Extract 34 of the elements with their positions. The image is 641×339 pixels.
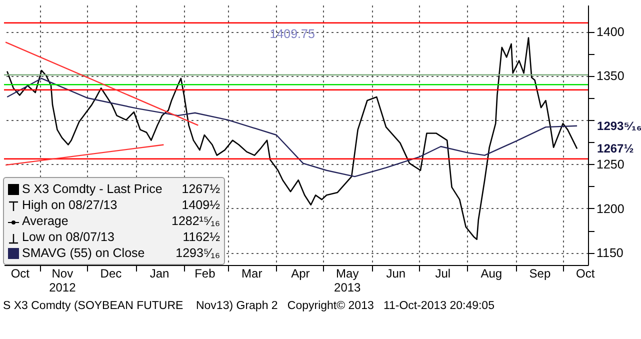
x-tick-label: Jun bbox=[386, 266, 406, 280]
x-tick-label: Oct bbox=[576, 266, 596, 280]
x-tick-label: Oct bbox=[10, 266, 30, 280]
x-tick-label: Sep bbox=[529, 266, 551, 280]
annotation: High on 08/27/13 bbox=[22, 197, 118, 213]
annotation: 1282¹⁵⁄₁₆ bbox=[172, 213, 220, 229]
legend-label: S X3 Comdty - Last Price bbox=[22, 181, 164, 197]
annotation: Low on 08/07/13 bbox=[22, 229, 116, 245]
annotation: 1162½ bbox=[182, 229, 220, 245]
annotation: 1409½ bbox=[182, 197, 220, 213]
x-tick-label: Dec bbox=[100, 266, 122, 280]
y-tick-label: 1400 bbox=[596, 25, 624, 40]
legend-label: SMAVG (55) on Close bbox=[22, 245, 146, 261]
x-tick-label: Feb bbox=[194, 266, 216, 280]
x-tick-label: May 2013 bbox=[334, 266, 362, 294]
y-tick-label: 1150 bbox=[596, 246, 624, 260]
line-series bbox=[6, 78, 578, 178]
x-tick-label: Mar bbox=[242, 266, 262, 280]
ref-line-label: 1409.75 bbox=[270, 26, 315, 41]
x-tick-label: Jan bbox=[150, 266, 170, 280]
line-series bbox=[6, 37, 578, 240]
y-tick-label: 1250 bbox=[596, 158, 624, 172]
annotation: 1267½ bbox=[597, 142, 634, 156]
x-tick-label: Jul bbox=[435, 266, 451, 280]
annotation: 1267½ bbox=[182, 181, 220, 197]
text: S X3 Comdty (SOYBEAN FUTURE Nov13) Graph 2 Copyright© 2013 11-Oct-2013 20:49:05 bbox=[3, 300, 494, 312]
y-tick-label: 1200 bbox=[596, 202, 624, 216]
x-tick-label: Apr bbox=[291, 266, 310, 280]
annotation: 1293⁵⁄₁₆ bbox=[176, 245, 220, 261]
y-tick-label: 1350 bbox=[596, 69, 624, 84]
annotation: 1293⁵⁄₁₆ bbox=[597, 118, 641, 133]
x-tick-label: Aug bbox=[480, 266, 502, 280]
x-tick-label: Nov 2012 bbox=[49, 266, 76, 294]
annotation: Average bbox=[22, 213, 70, 229]
